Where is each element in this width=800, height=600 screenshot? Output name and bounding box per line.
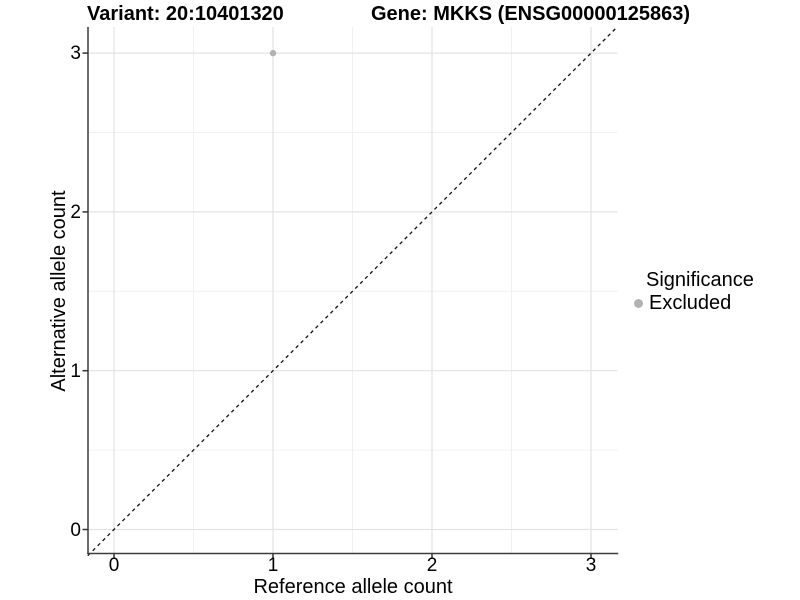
- data-point-0: [269, 49, 277, 57]
- grid-major-lines: [88, 27, 618, 554]
- identity-dashed-line: [87, 26, 618, 557]
- excluded-point-icon: [634, 299, 643, 308]
- data-points: [269, 49, 277, 57]
- identity-line: [87, 26, 618, 557]
- x-tick-label-3: 3: [585, 555, 597, 576]
- legend: Significance Excluded: [634, 269, 754, 314]
- x-tick-label-2: 2: [426, 555, 438, 576]
- y-tick-label-2: 2: [70, 201, 81, 223]
- y-tick-label-0: 0: [70, 519, 81, 541]
- x-tick-label-0: 0: [108, 555, 120, 576]
- tick-marks: [82, 52, 592, 559]
- variant-title: Variant: 20:10401320: [87, 3, 284, 25]
- x-tick-label-1: 1: [267, 555, 279, 576]
- axis-lines: [87, 27, 619, 555]
- legend-item-excluded: Excluded: [634, 293, 754, 314]
- legend-item-label: Excluded: [649, 292, 732, 314]
- x-axis-title: Reference allele count: [253, 576, 453, 598]
- y-axis-title: Alternative allele count: [48, 190, 70, 392]
- y-tick-label-3: 3: [70, 42, 81, 64]
- legend-title: Significance: [646, 269, 754, 291]
- gene-title: Gene: MKKS (ENSG00000125863): [371, 3, 691, 25]
- y-tick-label-1: 1: [70, 360, 81, 382]
- grid-minor-lines: [88, 27, 618, 554]
